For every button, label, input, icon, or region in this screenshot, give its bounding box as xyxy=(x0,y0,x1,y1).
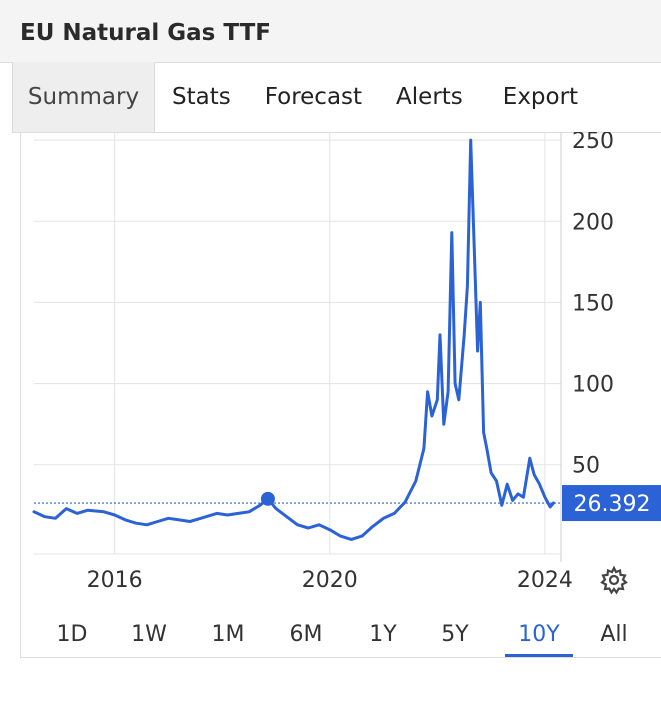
page-title: EU Natural Gas TTF xyxy=(20,20,272,46)
range-1y[interactable]: 1Y xyxy=(369,622,397,647)
range-10y[interactable]: 10Y xyxy=(518,622,560,647)
app-header: EU Natural Gas TTF xyxy=(0,0,661,63)
last-value-label: 26.392 xyxy=(574,492,651,517)
data-point-marker[interactable] xyxy=(260,491,275,506)
y-tick-label: 250 xyxy=(572,132,614,154)
range-1m[interactable]: 1M xyxy=(211,622,245,647)
last-value-badge xyxy=(562,485,661,522)
x-tick-label: 2024 xyxy=(517,568,573,593)
range-1w[interactable]: 1W xyxy=(131,622,167,647)
tab-stats[interactable]: Stats xyxy=(172,84,231,110)
y-tick-label: 200 xyxy=(572,210,614,235)
price-chart[interactable]: 50 100 150 200 250 2016 2020 2024 26.392 xyxy=(21,132,661,608)
y-tick-label: 50 xyxy=(572,454,600,479)
range-6m[interactable]: 6M xyxy=(289,622,323,647)
x-tick-label: 2020 xyxy=(302,568,358,593)
active-range-underline xyxy=(505,654,573,657)
y-tick-label: 150 xyxy=(572,291,614,316)
y-tick-label: 100 xyxy=(572,373,614,398)
x-tick-label: 2016 xyxy=(87,568,143,593)
chart-panel: 50 100 150 200 250 2016 2020 2024 26.392 xyxy=(20,132,661,658)
series-line xyxy=(32,138,555,541)
tab-forecast[interactable]: Forecast xyxy=(264,84,363,110)
tab-alerts[interactable]: Alerts xyxy=(396,84,463,110)
range-1d[interactable]: 1D xyxy=(56,622,88,647)
range-all[interactable]: All xyxy=(600,622,628,647)
tab-export[interactable]: Export xyxy=(502,84,579,110)
tab-summary[interactable]: Summary xyxy=(13,62,155,132)
range-selector: 1D 1W 1M 6M 1Y 5Y 10Y All xyxy=(21,608,661,658)
gear-icon[interactable] xyxy=(599,565,629,595)
range-5y[interactable]: 5Y xyxy=(441,622,469,647)
tab-bar: Summary Stats Forecast Alerts Export xyxy=(12,62,661,133)
